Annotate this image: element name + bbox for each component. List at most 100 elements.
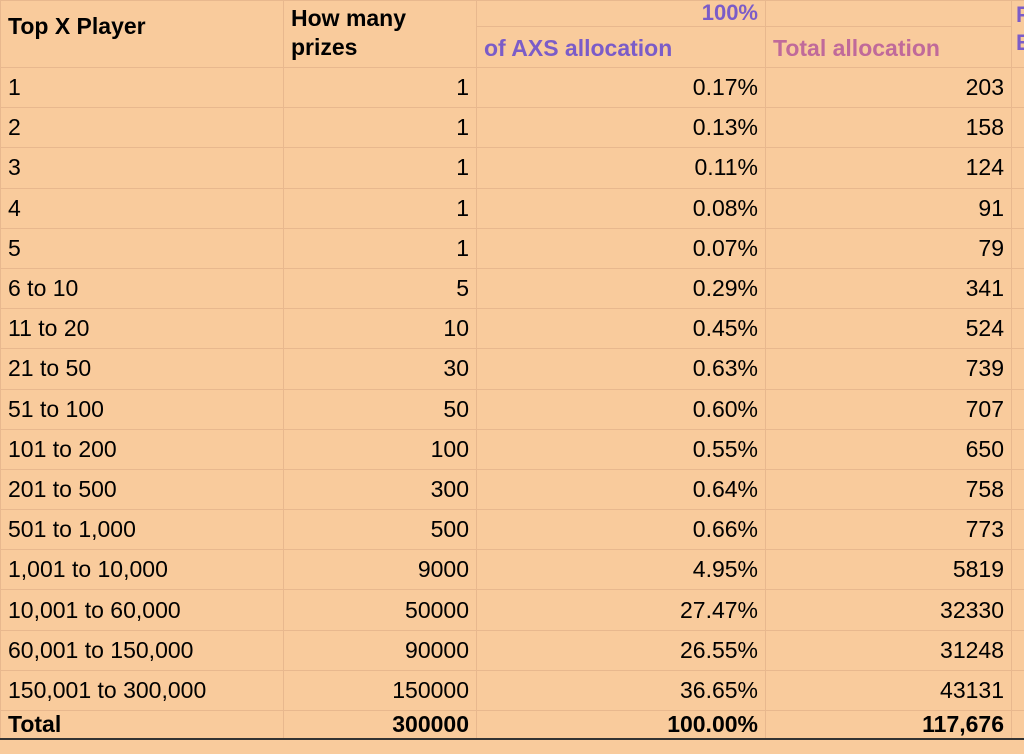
prizes-cell[interactable]: 5 xyxy=(283,267,477,310)
axs-pct-cell[interactable]: 0.66% xyxy=(476,509,766,551)
rank-cell[interactable]: 1 xyxy=(0,66,284,109)
table-row: 6 to 10 5 0.29% 341 xyxy=(0,267,1024,310)
prizes-cell[interactable]: 9000 xyxy=(283,549,477,591)
total-allocation-cell[interactable]: 650 xyxy=(765,428,1012,470)
rank-cell[interactable]: 1,001 to 10,000 xyxy=(0,549,284,591)
extra-cell[interactable] xyxy=(1011,107,1024,149)
extra-cell[interactable] xyxy=(1011,549,1024,591)
prizes-cell[interactable]: 30 xyxy=(283,348,477,390)
total-allocation-cell[interactable]: 117,676 xyxy=(765,710,1012,740)
header-how-many-prizes[interactable]: How many prizes xyxy=(283,0,477,68)
prizes-cell[interactable]: 1 xyxy=(283,187,477,229)
rank-cell[interactable]: 51 to 100 xyxy=(0,388,284,430)
rank-cell[interactable]: 201 to 500 xyxy=(0,468,284,511)
header-extra-column[interactable]: P E xyxy=(1011,0,1024,68)
total-allocation-cell[interactable]: 524 xyxy=(765,308,1012,350)
extra-cell[interactable] xyxy=(1011,308,1024,350)
axs-pct-cell[interactable]: 0.08% xyxy=(476,187,766,229)
axs-pct-cell[interactable]: 4.95% xyxy=(476,549,766,591)
extra-cell[interactable] xyxy=(1011,669,1024,712)
table-row: 11 to 20 10 0.45% 524 xyxy=(0,308,1024,350)
extra-cell[interactable] xyxy=(1011,468,1024,511)
extra-cell[interactable] xyxy=(1011,66,1024,109)
axs-pct-cell[interactable]: 0.13% xyxy=(476,107,766,149)
rank-cell[interactable]: 21 to 50 xyxy=(0,348,284,390)
total-allocation-cell[interactable]: 31248 xyxy=(765,629,1012,671)
total-allocation-cell[interactable]: 707 xyxy=(765,388,1012,430)
prizes-cell[interactable]: 50 xyxy=(283,388,477,430)
header-axs-allocation[interactable]: 100% of AXS allocation xyxy=(476,0,766,68)
axs-pct-cell[interactable]: 0.60% xyxy=(476,388,766,430)
axs-pct-cell[interactable]: 0.45% xyxy=(476,308,766,350)
rank-cell[interactable]: 3 xyxy=(0,147,284,189)
rank-cell[interactable]: 2 xyxy=(0,107,284,149)
axs-pct-cell[interactable]: 0.07% xyxy=(476,227,766,269)
prizes-cell[interactable]: 300 xyxy=(283,468,477,511)
total-allocation-cell[interactable]: 124 xyxy=(765,147,1012,189)
prizes-cell[interactable]: 50000 xyxy=(283,589,477,631)
table-row: 1,001 to 10,000 9000 4.95% 5819 xyxy=(0,549,1024,591)
prizes-cell[interactable]: 150000 xyxy=(283,669,477,712)
extra-cell[interactable] xyxy=(1011,267,1024,310)
prizes-cell[interactable]: 1 xyxy=(283,147,477,189)
total-allocation-cell[interactable]: 341 xyxy=(765,267,1012,310)
axs-pct-cell[interactable]: 27.47% xyxy=(476,589,766,631)
header-top-x-player[interactable]: Top X Player xyxy=(0,0,284,68)
rank-cell[interactable]: 4 xyxy=(0,187,284,229)
rank-cell[interactable]: 10,001 to 60,000 xyxy=(0,589,284,631)
total-extra-cell[interactable] xyxy=(1011,710,1024,740)
prizes-cell[interactable]: 500 xyxy=(283,509,477,551)
extra-cell[interactable] xyxy=(1011,187,1024,229)
extra-cell[interactable] xyxy=(1011,348,1024,390)
header-prizes-line1: How many xyxy=(291,5,407,31)
axs-pct-cell[interactable]: 0.55% xyxy=(476,428,766,470)
table-row: 201 to 500 300 0.64% 758 xyxy=(0,468,1024,511)
prizes-cell[interactable]: 100 xyxy=(283,428,477,470)
total-allocation-cell[interactable]: 79 xyxy=(765,227,1012,269)
total-pct-cell[interactable]: 100.00% xyxy=(476,710,766,740)
rank-cell[interactable]: 11 to 20 xyxy=(0,308,284,350)
total-label-cell[interactable]: Total xyxy=(0,710,284,740)
rank-cell[interactable]: 150,001 to 300,000 xyxy=(0,669,284,712)
total-allocation-cell[interactable]: 5819 xyxy=(765,549,1012,591)
total-allocation-cell[interactable]: 739 xyxy=(765,348,1012,390)
extra-cell[interactable] xyxy=(1011,629,1024,671)
prizes-cell[interactable]: 10 xyxy=(283,308,477,350)
axs-pct-cell[interactable]: 36.65% xyxy=(476,669,766,712)
extra-cell[interactable] xyxy=(1011,147,1024,189)
axs-pct-cell[interactable]: 0.29% xyxy=(476,267,766,310)
extra-cell[interactable] xyxy=(1011,227,1024,269)
total-allocation-cell[interactable]: 32330 xyxy=(765,589,1012,631)
header-axs-label: of AXS allocation xyxy=(484,35,673,61)
extra-cell[interactable] xyxy=(1011,428,1024,470)
axs-pct-cell[interactable]: 0.17% xyxy=(476,66,766,109)
rank-cell[interactable]: 5 xyxy=(0,227,284,269)
extra-cell[interactable] xyxy=(1011,388,1024,430)
prizes-cell[interactable]: 1 xyxy=(283,66,477,109)
total-allocation-cell[interactable]: 158 xyxy=(765,107,1012,149)
total-allocation-cell[interactable]: 203 xyxy=(765,66,1012,109)
table-row: 1 1 0.17% 203 xyxy=(0,66,1024,109)
axs-pct-cell[interactable]: 0.64% xyxy=(476,468,766,511)
extra-cell[interactable] xyxy=(1011,589,1024,631)
rank-cell[interactable]: 501 to 1,000 xyxy=(0,509,284,551)
prizes-cell[interactable]: 90000 xyxy=(283,629,477,671)
total-allocation-cell[interactable]: 758 xyxy=(765,468,1012,511)
axs-pct-cell[interactable]: 26.55% xyxy=(476,629,766,671)
rank-cell[interactable]: 6 to 10 xyxy=(0,267,284,310)
header-extra-line1: P xyxy=(1013,2,1024,30)
axs-pct-cell[interactable]: 0.11% xyxy=(476,147,766,189)
prizes-cell[interactable]: 1 xyxy=(283,227,477,269)
rank-cell[interactable]: 101 to 200 xyxy=(0,428,284,470)
total-prizes-cell[interactable]: 300000 xyxy=(283,710,477,740)
rank-cell[interactable]: 60,001 to 150,000 xyxy=(0,629,284,671)
total-allocation-cell[interactable]: 773 xyxy=(765,509,1012,551)
total-allocation-cell[interactable]: 91 xyxy=(765,187,1012,229)
header-total-label: Total allocation xyxy=(773,35,940,61)
axs-pct-cell[interactable]: 0.63% xyxy=(476,348,766,390)
header-total-allocation[interactable]: Total allocation xyxy=(765,0,1012,68)
prizes-cell[interactable]: 1 xyxy=(283,107,477,149)
extra-cell[interactable] xyxy=(1011,509,1024,551)
total-allocation-cell[interactable]: 43131 xyxy=(765,669,1012,712)
